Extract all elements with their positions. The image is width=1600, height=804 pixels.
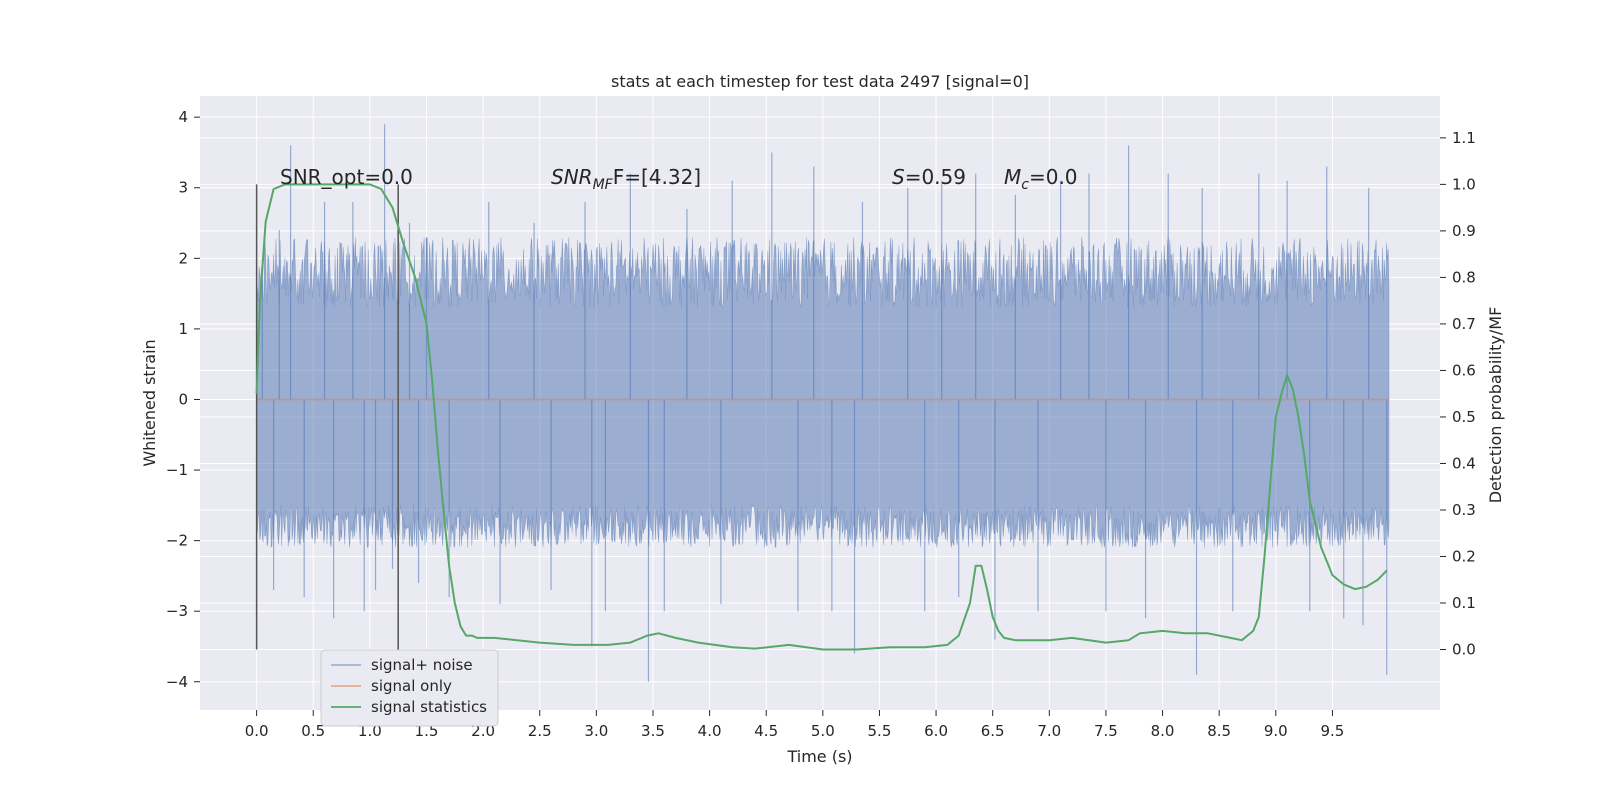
y-right-tick-label: 0.4 bbox=[1452, 454, 1476, 472]
annotation-snr-mf-symbol: SNR bbox=[551, 165, 593, 189]
x-tick-label: 0.0 bbox=[245, 722, 269, 740]
vertical-marker-layer bbox=[255, 184, 399, 650]
x-axis-label: Time (s) bbox=[786, 747, 852, 766]
x-tick-label: 2.5 bbox=[528, 722, 552, 740]
annotation-mc-symbol: M bbox=[1004, 165, 1021, 189]
y-right-tick-label: 0.2 bbox=[1452, 548, 1476, 566]
signal-statistics-layer bbox=[255, 183, 1388, 651]
signal-statistics-line bbox=[255, 183, 1388, 651]
x-tick-label: 9.5 bbox=[1320, 722, 1344, 740]
y-left-tick-label: −1 bbox=[166, 461, 188, 479]
x-tick-label: 3.0 bbox=[584, 722, 608, 740]
x-tick-label: 6.5 bbox=[981, 722, 1005, 740]
legend-box bbox=[320, 649, 499, 727]
y-left-tick-label: 4 bbox=[178, 108, 188, 126]
annotation-snr-mf-subscript: MF bbox=[593, 177, 614, 193]
y-left-tick-label: 0 bbox=[178, 390, 188, 408]
y-left-tick-label: 2 bbox=[178, 249, 188, 267]
legend-label-signal-noise: signal+ noise bbox=[371, 656, 473, 674]
y-right-tick-label: 1.1 bbox=[1452, 129, 1476, 147]
x-tick-label: 0.5 bbox=[301, 722, 325, 740]
x-tick-label: 4.5 bbox=[754, 722, 778, 740]
y-left-tick-label: 3 bbox=[178, 179, 188, 197]
annotation-mc-subscript: c bbox=[1021, 177, 1029, 193]
annotation-mc: Mc=0.0 bbox=[1004, 165, 1078, 193]
y-right-tick-label: 0.5 bbox=[1452, 408, 1476, 426]
y-axis-label-right: Detection probability/MF bbox=[1486, 307, 1505, 504]
x-tick-label: 3.5 bbox=[641, 722, 665, 740]
y-right-tick-label: 0.0 bbox=[1452, 641, 1476, 659]
annotation-s-symbol: S bbox=[892, 165, 905, 189]
annotation-snr-opt: SNR_opt=0.0 bbox=[280, 165, 413, 189]
x-tick-label: 8.5 bbox=[1207, 722, 1231, 740]
y-left-tick-label: −4 bbox=[166, 673, 188, 691]
legend-label-signal-only: signal only bbox=[371, 677, 452, 695]
y-right-tick-label: 0.7 bbox=[1452, 315, 1476, 333]
x-tick-label: 8.0 bbox=[1151, 722, 1175, 740]
x-tick-label: 4.0 bbox=[698, 722, 722, 740]
annotation-snr-mf: SNRMFF=[4.32] bbox=[551, 165, 701, 193]
y-left-tick-label: 1 bbox=[178, 320, 188, 338]
annotation-s-value: =0.59 bbox=[905, 165, 966, 189]
y-right-tick-label: 0.9 bbox=[1452, 222, 1476, 240]
chart-title: stats at each timestep for test data 249… bbox=[611, 72, 1029, 91]
y-axis-label-left: Whitened strain bbox=[140, 339, 159, 466]
y-right-tick-label: 0.1 bbox=[1452, 594, 1476, 612]
x-tick-label: 5.5 bbox=[868, 722, 892, 740]
y-left-tick-label: −3 bbox=[166, 602, 188, 620]
legend-label-signal-statistics: signal statistics bbox=[371, 698, 487, 716]
annotation-mc-value: =0.0 bbox=[1029, 165, 1078, 189]
x-tick-label: 9.0 bbox=[1264, 722, 1288, 740]
x-tick-label: 7.0 bbox=[1037, 722, 1061, 740]
annotation-s: S=0.59 bbox=[892, 165, 966, 189]
y-right-tick-label: 1.0 bbox=[1452, 175, 1476, 193]
y-right-tick-label: 0.6 bbox=[1452, 361, 1476, 379]
x-tick-label: 6.0 bbox=[924, 722, 948, 740]
noise-band-layer bbox=[256, 124, 1390, 682]
x-tick-label: 7.5 bbox=[1094, 722, 1118, 740]
y-left-tick-label: −2 bbox=[166, 532, 188, 550]
y-right-tick-label: 0.8 bbox=[1452, 268, 1476, 286]
x-tick-label: 5.0 bbox=[811, 722, 835, 740]
y-right-tick-label: 0.3 bbox=[1452, 501, 1476, 519]
annotation-snr-mf-value: F=[4.32] bbox=[613, 165, 701, 189]
legend: signal+ noise signal only signal statist… bbox=[320, 649, 499, 727]
